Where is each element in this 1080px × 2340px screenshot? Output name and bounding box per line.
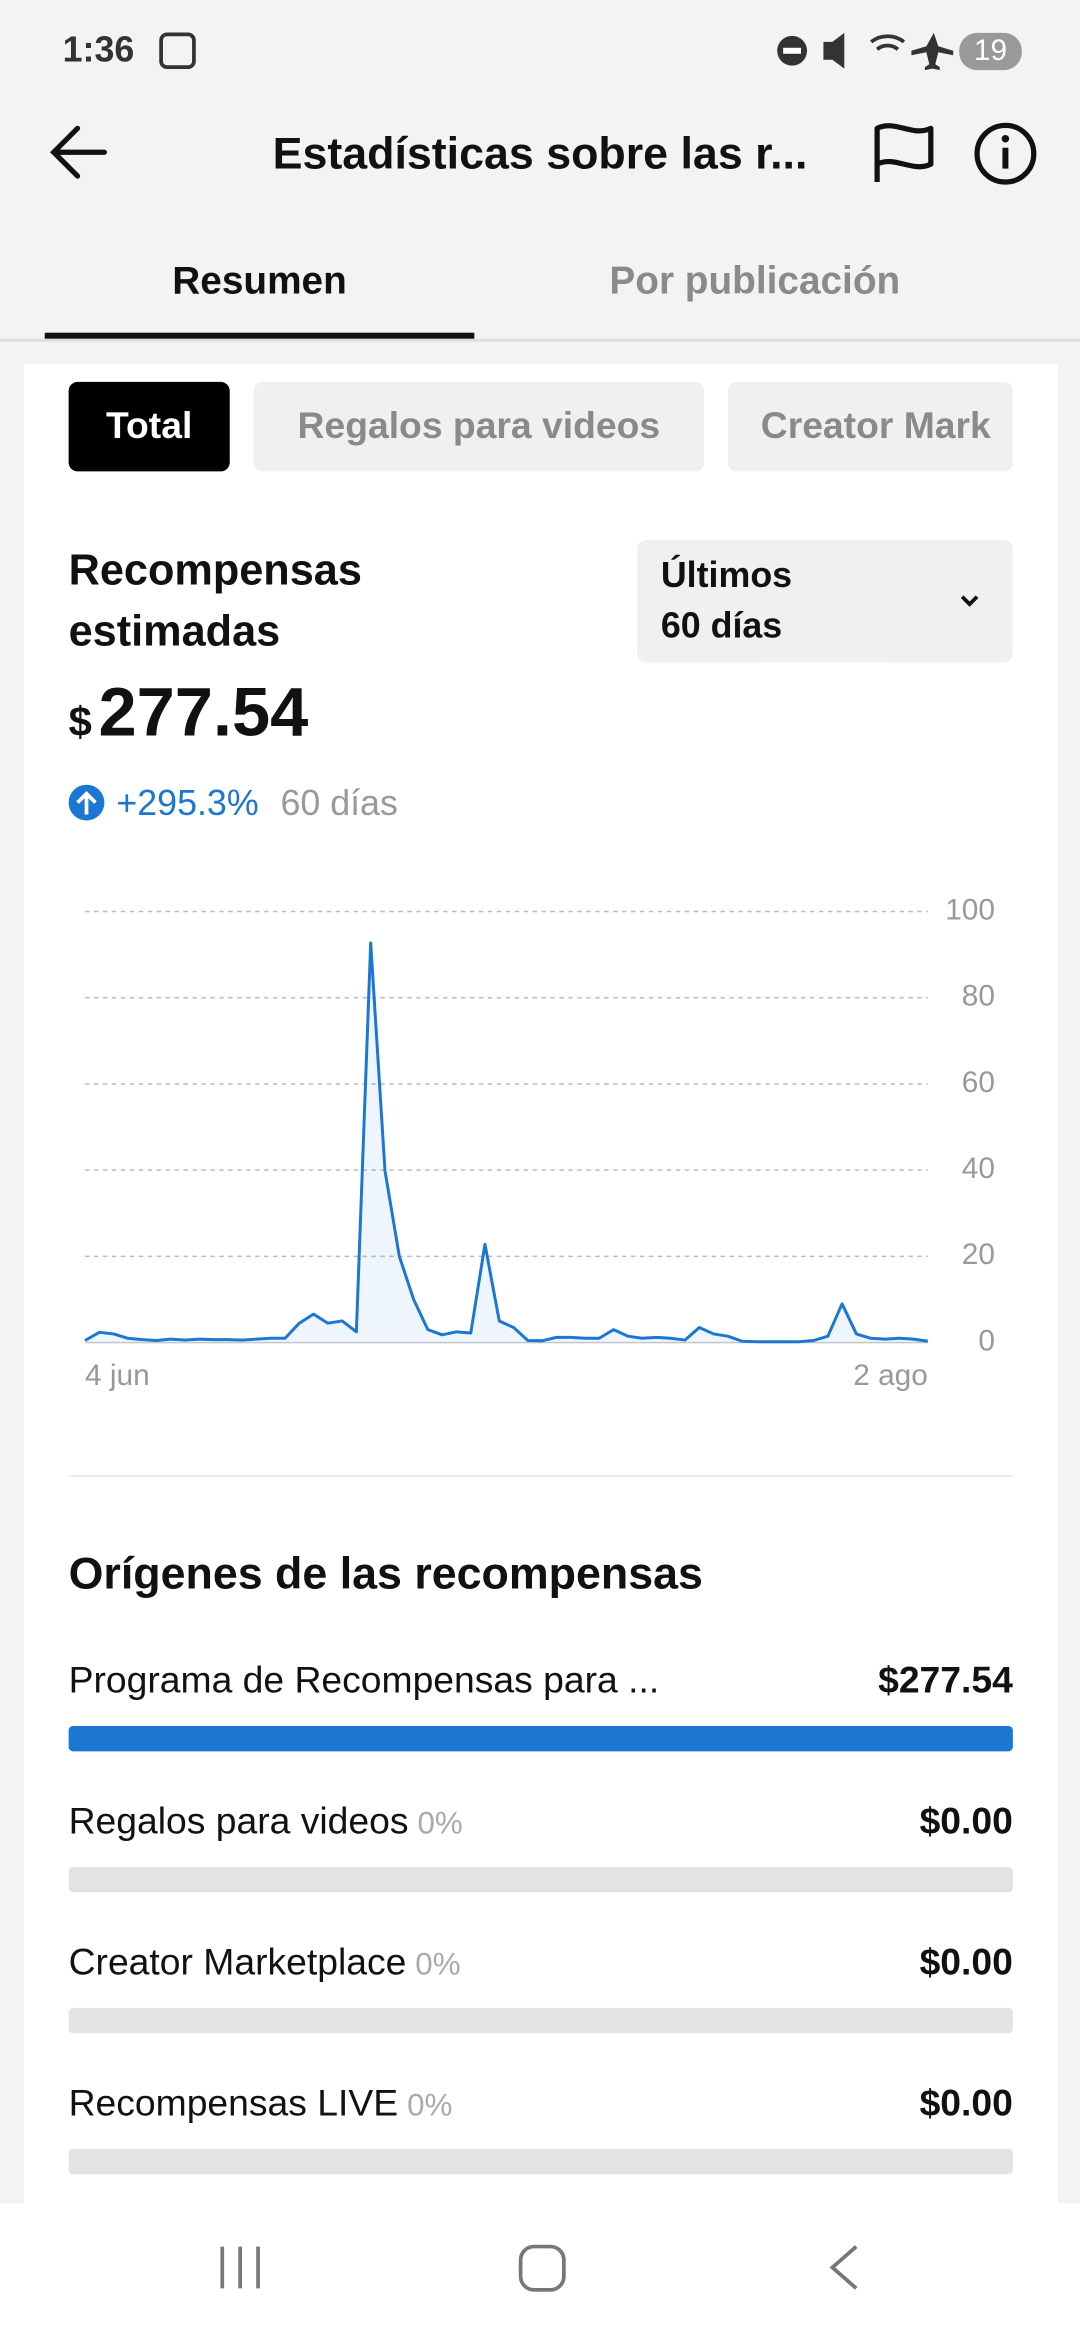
source-name: Creator Marketplace — [69, 1940, 407, 1982]
tab[interactable]: Resumen — [172, 260, 347, 303]
source-amount: $0.00 — [920, 2081, 1013, 2123]
tab[interactable]: Por publicación — [609, 260, 900, 303]
y-tick-label: 20 — [962, 1238, 995, 1271]
header-title: Estadísticas sobre las r... — [273, 129, 808, 179]
filter-chip[interactable] — [727, 381, 1013, 472]
period-label: Últimos — [661, 555, 792, 595]
x-tick-label: 2 ago — [853, 1359, 928, 1392]
report-button[interactable] — [874, 123, 934, 183]
y-tick-label: 100 — [945, 893, 995, 926]
period-select[interactable] — [636, 540, 1013, 663]
battery-icon — [959, 32, 1022, 71]
filter-chip[interactable] — [253, 381, 705, 472]
filter-fade — [1012, 372, 1058, 481]
source-amount: $277.54 — [878, 1659, 1013, 1701]
filter-label: Total — [106, 404, 192, 446]
wifi-icon — [870, 34, 906, 51]
amount: 277.54 — [98, 674, 308, 751]
source-name: Programa de Recompensas para ... — [69, 1659, 660, 1701]
y-tick-label: 0 — [978, 1324, 995, 1357]
battery-level: 19 — [974, 34, 1007, 67]
source-bar — [68, 1725, 1013, 1752]
info-dot — [1001, 135, 1010, 143]
source-share: 0% — [415, 1946, 460, 1981]
source-name: Regalos para videos — [69, 1800, 409, 1842]
source-bar — [68, 2007, 1013, 2034]
back-button[interactable] — [50, 125, 108, 179]
home-button[interactable] — [518, 2244, 566, 2292]
source-bar — [68, 1866, 1013, 1893]
screenshot-icon — [159, 32, 196, 70]
recents-button[interactable] — [220, 2246, 260, 2289]
dnd-bar — [783, 47, 802, 54]
section-title: Orígenes de las recompensas — [69, 1549, 703, 1599]
card — [23, 364, 1058, 2214]
summary-title: Recompensas — [69, 546, 362, 594]
chart: 0 20 40 60 80 100 4 jun 2 ago — [84, 893, 995, 1392]
tab-divider — [0, 338, 1080, 342]
source-share: 0% — [407, 2087, 452, 2122]
period-label: 60 días — [661, 606, 782, 646]
y-tick-label: 80 — [962, 980, 995, 1013]
change: +295.3% — [116, 783, 258, 823]
back-nav-button[interactable] — [829, 2245, 858, 2290]
dropdown-arrow — [960, 595, 979, 607]
currency: $ — [69, 698, 92, 745]
airplane-icon — [911, 32, 954, 71]
filter-chip[interactable] — [68, 381, 230, 472]
source-share: 0% — [417, 1805, 462, 1840]
source-amount: $0.00 — [920, 1800, 1013, 1842]
tab-indicator — [44, 332, 475, 339]
status-time: 1:36 — [63, 30, 135, 70]
source-bar — [68, 2148, 1013, 2175]
y-tick-label: 40 — [962, 1152, 995, 1185]
y-tick-label: 60 — [962, 1066, 995, 1099]
filter-label: Regalos para videos — [298, 404, 661, 446]
filter-label: Creator Mark — [761, 404, 991, 446]
change-period: 60 días — [280, 783, 397, 823]
trend-arrow — [76, 791, 97, 815]
line — [84, 941, 929, 1344]
x-tick-label: 4 jun — [85, 1359, 150, 1392]
nav-bar — [0, 2203, 1080, 2340]
source-amount: $0.00 — [920, 1940, 1013, 1982]
source-name: Recompensas LIVE — [69, 2081, 399, 2123]
divider — [68, 1475, 1013, 1477]
info-glyph — [1002, 147, 1009, 169]
sources-list: Programa de Recompensas para ... $277.54 R… — [68, 1659, 1013, 2175]
summary-title: estimadas — [69, 607, 281, 655]
info-button[interactable] — [974, 122, 1037, 185]
